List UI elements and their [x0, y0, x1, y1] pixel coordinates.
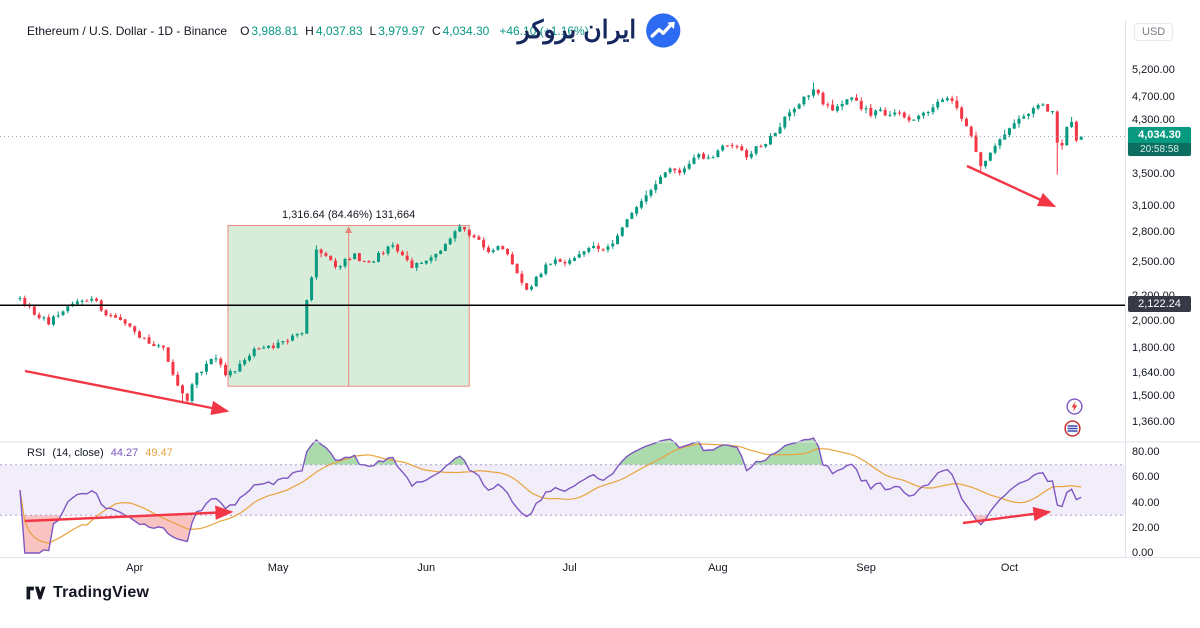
rsi-tick: 80.00 [1132, 446, 1160, 459]
rsi-axis[interactable]: 80.00 60.00 40.00 20.00 0.00 [1132, 0, 1198, 620]
last-price-value: 4,034.30 [1128, 126, 1191, 143]
price-tick: 1,800.00 [1132, 342, 1175, 355]
iranbroker-logo[interactable]: ایران بروکر [518, 12, 682, 49]
rsi-tick: 0.00 [1132, 547, 1154, 559]
rsi-value: 44.27 [110, 447, 139, 459]
open-label: O [240, 24, 250, 38]
close-value: 4,034.30 [442, 24, 490, 38]
month-label-jul: Jul [562, 562, 577, 574]
price-tick: 1,360.00 [1132, 416, 1175, 428]
month-label-jun: Jun [417, 562, 436, 574]
bar-countdown: 20:58:58 [1128, 142, 1191, 156]
ohlc-readout: O 3,988.81 H 4,037.83 L 3,979.97 C 4,034.30 [235, 24, 489, 38]
price-tick: 2,000.00 [1132, 314, 1175, 327]
tradingview-logo-text: TradingView [53, 584, 150, 601]
high-value: 4,037.83 [315, 24, 363, 38]
currency-label[interactable]: USD [1134, 23, 1174, 41]
price-tick: 1,500.00 [1132, 390, 1175, 403]
rsi-legend[interactable]: RSI (14, close) 44.27 49.47 [27, 447, 173, 459]
price-axis[interactable]: 5,200.00 4,700.00 4,300.00 3,500.00 3,100.00… [1132, 0, 1198, 620]
close-label: C [431, 24, 441, 38]
flag-event-icon[interactable] [1064, 420, 1081, 437]
rsi-tick: 60.00 [1132, 471, 1160, 484]
rsi-pane [0, 437, 1125, 554]
level-price-badge: 2,122.24 [1128, 296, 1191, 313]
iranbroker-logo-text: ایران بروکر [517, 16, 637, 44]
low-label: L [369, 24, 377, 38]
price-change: +46.10 (+1.16%) [499, 24, 589, 38]
rsi-tick: 20.00 [1132, 521, 1160, 534]
measure-label[interactable]: 1,316.64 (84.46%) 131,664 [281, 208, 416, 221]
rsi-params: (14, close) [52, 447, 104, 459]
price-tick: 2,500.00 [1132, 256, 1175, 269]
price-tick: 2,800.00 [1132, 226, 1175, 239]
price-tick: 3,100.00 [1132, 199, 1175, 212]
price-tick: 1,640.00 [1132, 366, 1175, 379]
rsi-line [19, 437, 1082, 554]
price-tick: 4,700.00 [1132, 90, 1175, 103]
lightning-event-icon[interactable] [1066, 398, 1083, 415]
time-axis[interactable]: Apr May Jun Jul Aug Sep Oct [0, 562, 1125, 582]
month-label-aug: Aug [708, 562, 728, 574]
month-label-sep: Sep [856, 562, 876, 574]
tradingview-logo-icon [26, 586, 46, 600]
price-tick: 5,200.00 [1132, 64, 1175, 76]
last-price-badge: 4,034.30 20:58:58 [1128, 126, 1191, 156]
low-value: 3,979.97 [378, 24, 425, 38]
rsi-title: RSI [27, 447, 46, 459]
tradingview-attribution[interactable]: TradingView [26, 584, 149, 602]
symbol-title[interactable]: Ethereum / U.S. Dollar - 1D - Binance [27, 24, 228, 38]
candlestick-series [18, 82, 1083, 405]
month-label-may: May [267, 562, 289, 574]
month-label-apr: Apr [126, 562, 144, 574]
high-label: H [305, 24, 314, 38]
rsi-tick: 40.00 [1132, 496, 1160, 509]
month-label-oct: Oct [1000, 562, 1019, 574]
rsi-ma-line [19, 443, 1082, 544]
iranbroker-logo-icon [646, 13, 681, 48]
rsi-ma-value: 49.47 [145, 447, 173, 459]
price-tick: 4,300.00 [1132, 113, 1175, 126]
trend-arrows [24, 164, 1057, 525]
price-tick: 3,500.00 [1132, 167, 1175, 180]
open-value: 3,988.81 [251, 24, 299, 38]
